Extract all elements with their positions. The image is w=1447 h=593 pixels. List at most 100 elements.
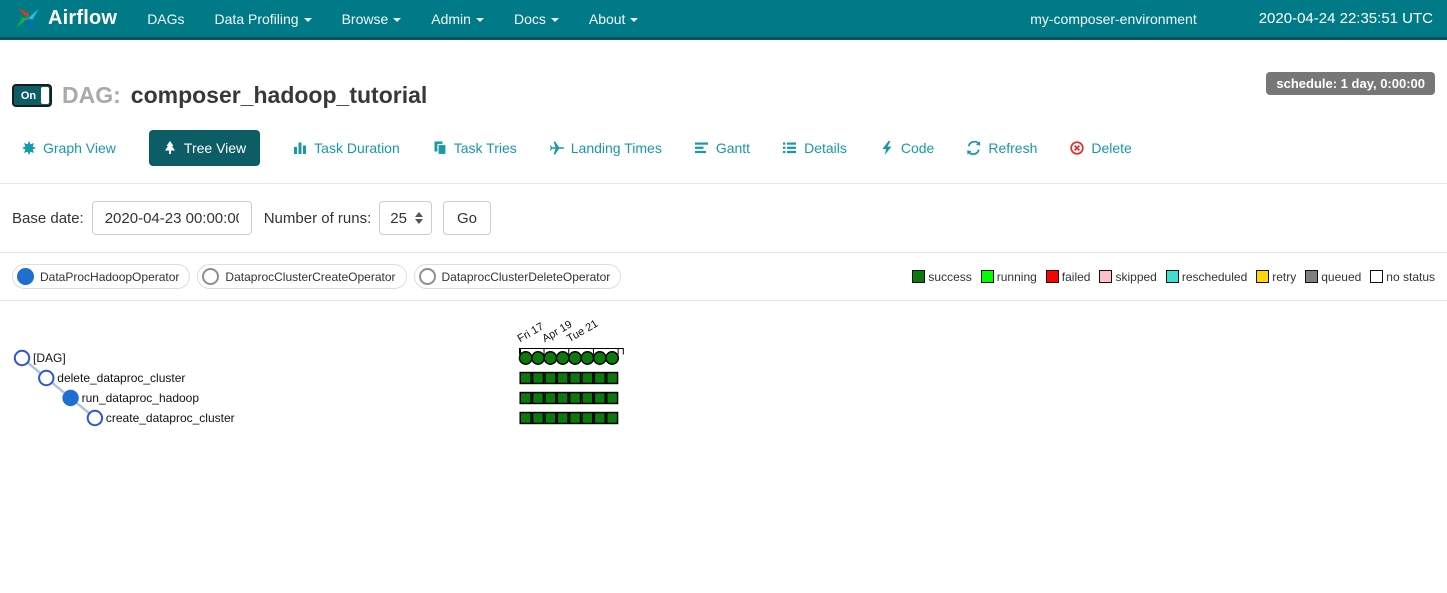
task-instance-square[interactable] [605,371,619,385]
task-instance-square[interactable] [531,411,545,425]
task-instance-square[interactable] [544,371,557,385]
nav-item-admin[interactable]: Admin [431,11,484,27]
task-instance-square[interactable] [556,371,569,385]
tree-node-delete-dataproc-cluster[interactable] [38,369,55,387]
status-legend: success running failed skipped rescheduled re… [912,270,1435,284]
tab-delete[interactable]: Delete [1070,140,1132,156]
operator-name: DataprocClusterCreateOperator [225,269,396,284]
tab-graph-view[interactable]: Graph View [22,140,116,156]
task-instance-square[interactable] [519,391,532,405]
dag-name: composer_hadoop_tutorial [130,82,428,108]
tab-label: Graph View [43,140,116,156]
task-instance-square[interactable] [593,371,606,385]
axis-date-label: Fri 17 [516,321,546,345]
status-legend-item-retry: retry [1256,270,1296,284]
dag-run-circle[interactable] [518,351,533,365]
dag-pause-toggle[interactable]: On [12,84,52,107]
task-instance-square[interactable] [593,411,606,425]
align-left-icon [694,141,709,155]
tab-task-duration[interactable]: Task Duration [293,140,400,156]
tab-label: Delete [1091,140,1132,156]
base-date-label: Base date: [12,209,84,227]
task-instance-square[interactable] [605,391,619,405]
status-legend-item-failed: failed [1045,270,1090,284]
navbar: Airflow DAGs Data Profiling Browse Admin Doc… [0,0,1447,40]
tab-gantt[interactable]: Gantt [694,140,750,156]
view-tabs: Graph View Tree View Task Duration Task Tri… [0,109,1447,167]
num-runs-select[interactable]: 25 [379,201,432,235]
status-label: retry [1272,269,1297,284]
operator-name: DataProcHadoopOperator [40,269,180,284]
operator-legend-item-dataprocclustercreateoperator[interactable]: DataprocClusterCreateOperator [197,264,407,289]
task-instance-square[interactable] [568,411,582,425]
dag-run-circle[interactable] [580,351,595,365]
tree-node-run-dataproc-hadoop[interactable] [62,389,79,407]
task-instance-square[interactable] [531,391,545,405]
task-instance-square[interactable] [556,411,569,425]
nav-item-about[interactable]: About [589,11,639,27]
chevron-down-icon [393,17,402,22]
tab-tree-view[interactable]: Tree View [148,130,261,166]
operator-name: DataprocClusterDeleteOperator [441,269,611,284]
status-legend-item-running: running [980,270,1037,284]
operator-circle-icon [17,268,34,285]
task-instance-square[interactable] [593,391,606,405]
nav-item-data-profiling[interactable]: Data Profiling [215,11,312,27]
operator-circle-icon [418,268,436,285]
status-swatch [980,270,994,283]
dag-run-circle[interactable] [555,351,570,365]
tab-landing-times[interactable]: Landing Times [549,140,662,156]
tab-refresh[interactable]: Refresh [967,140,1037,156]
tab-details[interactable]: Details [783,140,847,156]
tab-task-tries[interactable]: Task Tries [433,140,517,156]
task-instance-square[interactable] [519,411,532,425]
status-legend-item-rescheduled: rescheduled [1165,270,1247,284]
navbar-menu: DAGs Data Profiling Browse Admin Docs About [147,11,639,27]
task-instance-square[interactable] [556,391,569,405]
brand-name: Airflow [48,7,118,29]
chevron-down-icon [303,17,312,22]
dag-run-circle[interactable] [568,351,583,365]
nav-item-dags[interactable]: DAGs [147,11,184,27]
airflow-brand[interactable]: Airflow [14,5,117,32]
chevron-down-icon [475,17,484,22]
dag-run-circle[interactable] [531,351,545,365]
tab-code[interactable]: Code [880,140,934,156]
status-label: queued [1321,269,1362,284]
dag-run-circle[interactable] [543,351,558,365]
nav-item-browse[interactable]: Browse [342,11,402,27]
task-instance-square[interactable] [581,371,594,385]
list-icon [783,141,797,155]
divider [0,183,1447,184]
task-instance-square[interactable] [531,371,545,385]
status-legend-item-no-status: no status [1370,270,1435,284]
tree-node-create-dataproc-cluster[interactable] [86,409,104,427]
dag-run-circle[interactable] [605,351,620,365]
task-instance-square[interactable] [605,411,619,425]
task-instance-square[interactable] [581,391,594,405]
dag-run-circle[interactable] [592,351,607,365]
task-instance-square[interactable] [568,391,582,405]
schedule-badge: schedule: 1 day, 0:00:00 [1266,72,1435,95]
task-instance-square[interactable] [519,371,532,385]
nav-item-docs[interactable]: Docs [514,11,559,27]
tree-node-dag[interactable] [13,349,31,367]
operator-legend-item-dataprochadoopoperator[interactable]: DataProcHadoopOperator [12,264,191,289]
dag-prefix-label: DAG: [62,82,121,108]
status-swatch [1099,270,1113,283]
base-date-input[interactable] [91,201,252,235]
status-legend-item-success: success [912,270,972,284]
go-button[interactable]: Go [442,201,491,235]
operator-legend-item-dataprocclusterdeleteoperator[interactable]: DataprocClusterDeleteOperator [413,264,622,289]
task-instance-square[interactable] [544,391,557,405]
tab-label: Tree View [183,140,247,156]
navbar-right: my-composer-environment 2020-04-24 22:35… [1030,10,1433,27]
refresh-icon [967,141,981,155]
airflow-pinwheel-icon [16,7,39,30]
task-instance-square[interactable] [568,371,582,385]
task-instance-square[interactable] [544,411,557,425]
nav-item-label: Data Profiling [214,10,299,27]
task-instance-square[interactable] [581,411,594,425]
status-swatch [1045,270,1059,283]
tree-node-label: [DAG] [33,351,66,365]
